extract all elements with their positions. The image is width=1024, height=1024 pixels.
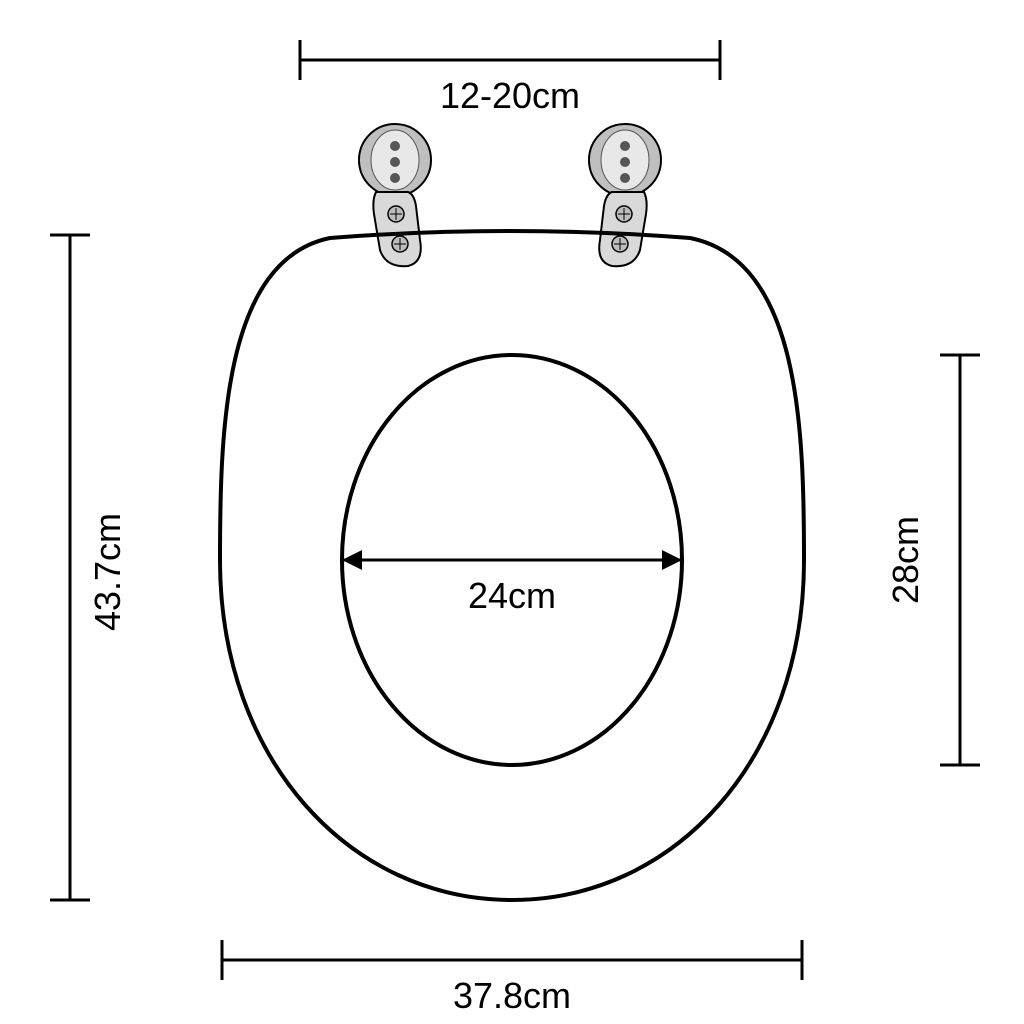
hinge-right <box>589 124 661 266</box>
seat-outer <box>220 231 804 900</box>
dimension-diagram: 12-20cm <box>0 0 1024 1024</box>
hinge-left <box>359 124 431 266</box>
dim-inner-width: 24cm <box>342 550 682 616</box>
dim-hinge-spacing: 12-20cm <box>300 40 720 116</box>
dim-inner-height: 28cm <box>885 355 980 765</box>
label-total-height: 43.7cm <box>87 513 128 631</box>
label-hinge-spacing: 12-20cm <box>440 75 580 116</box>
dim-total-height: 43.7cm <box>50 235 128 900</box>
label-inner-width: 24cm <box>468 575 556 616</box>
label-inner-height: 28cm <box>885 516 926 604</box>
dim-total-width: 37.8cm <box>222 940 802 1016</box>
label-total-width: 37.8cm <box>453 975 571 1016</box>
